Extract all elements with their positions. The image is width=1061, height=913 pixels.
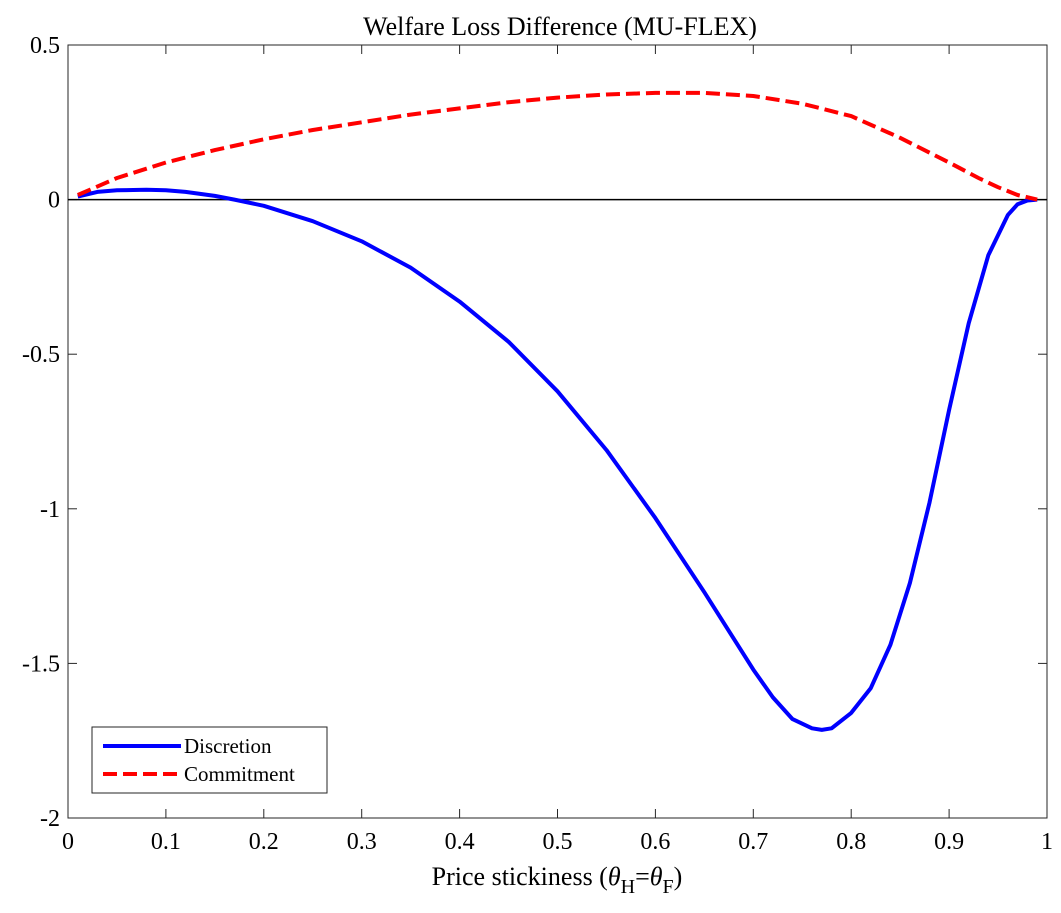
x-tick-label: 0.6 bbox=[640, 829, 670, 855]
x-tick-label: 0.2 bbox=[249, 829, 279, 855]
x-tick-label: 0.7 bbox=[738, 829, 768, 855]
x-tick-label: 1 bbox=[1041, 829, 1053, 855]
x-tick-label: 0.8 bbox=[836, 829, 866, 855]
x-tick-label: 0.9 bbox=[934, 829, 964, 855]
x-axis-title: Price stickiness (θH=θF) bbox=[432, 862, 683, 898]
chart-title: Welfare Loss Difference (MU-FLEX) bbox=[363, 12, 757, 41]
y-tick-label: -1.5 bbox=[22, 651, 60, 677]
x-tick-label: 0.3 bbox=[347, 829, 377, 855]
legend-label-commitment: Commitment bbox=[184, 762, 295, 786]
series-layer bbox=[77, 90, 1038, 732]
x-tick-label: 0.5 bbox=[543, 829, 573, 855]
y-tick-label: -1 bbox=[40, 497, 60, 523]
y-tick-label: 0.5 bbox=[30, 33, 60, 59]
plot-area bbox=[67, 44, 1048, 819]
y-tick-label: -2 bbox=[40, 806, 60, 832]
x-tick-label: 0.1 bbox=[151, 829, 181, 855]
series-line-commitment bbox=[77, 90, 1038, 202]
legend-box bbox=[91, 726, 328, 794]
y-tick-label: 0 bbox=[48, 188, 60, 214]
legend: Discretion Commitment bbox=[91, 726, 328, 794]
x-tick-label: 0 bbox=[62, 829, 74, 855]
x-axis-ticks: 0 0.1 0.2 0.3 0.4 0.5 0.6 0.7 0.8 0.9 1 bbox=[62, 45, 1053, 855]
y-tick-label: -0.5 bbox=[22, 342, 60, 368]
series-line-discretion bbox=[77, 187, 1038, 732]
y-axis-ticks: 0.5 0 -0.5 -1 -1.5 -2 bbox=[22, 33, 1047, 832]
legend-label-discretion: Discretion bbox=[184, 734, 272, 758]
x-tick-label: 0.4 bbox=[445, 829, 475, 855]
